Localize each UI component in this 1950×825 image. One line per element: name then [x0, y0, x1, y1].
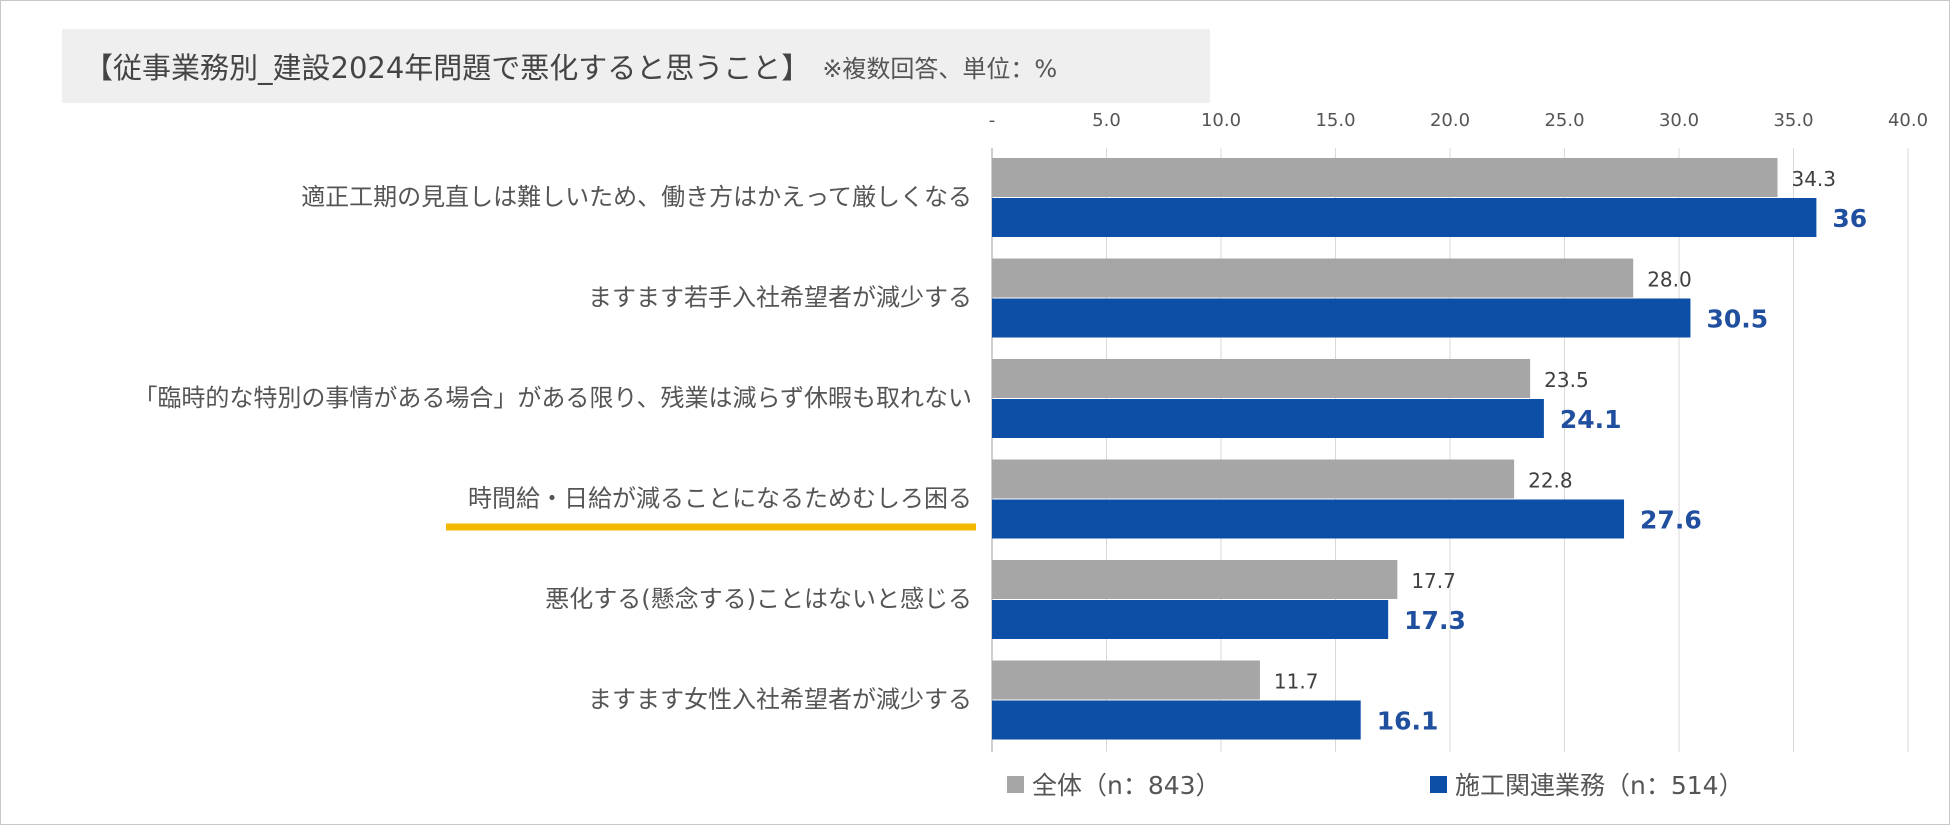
- x-tick-label: 35.0: [1773, 110, 1813, 131]
- bar-all: [992, 560, 1398, 599]
- bar-construction: [992, 298, 1691, 338]
- bar-all: [992, 258, 1634, 298]
- x-tick-label: 15.0: [1315, 110, 1355, 131]
- legend-label-all: 全体（n：843）: [1032, 771, 1221, 800]
- bar-all: [992, 660, 1260, 700]
- bar-construction: [992, 600, 1389, 639]
- title-box: 【従事業務別_建設2024年問題で悪化すると思うこと】 ※複数回答、単位：%: [62, 29, 1210, 103]
- legend-item-all: 全体（n：843）: [1007, 766, 1221, 802]
- x-tick-label: 10.0: [1201, 110, 1241, 131]
- legend-swatch-all: [1007, 775, 1024, 793]
- data-label-construction: 17.3: [1404, 606, 1466, 635]
- bar-all: [992, 359, 1531, 398]
- legend-swatch-construction: [1430, 775, 1447, 793]
- x-tick-label: 25.0: [1544, 110, 1584, 131]
- data-label-all: 34.3: [1791, 167, 1836, 191]
- x-tick-label: -: [989, 110, 996, 131]
- category-label: ますます若手入社希望者が減少する: [588, 284, 972, 312]
- data-label-all: 28.0: [1647, 268, 1692, 292]
- legend-item-construction: 施工関連業務（n：514）: [1430, 766, 1744, 802]
- data-label-construction: 27.6: [1640, 506, 1702, 535]
- bar-construction: [992, 700, 1361, 740]
- legend-label-construction: 施工関連業務（n：514）: [1455, 771, 1744, 800]
- highlight-underline: [446, 523, 976, 531]
- bar-construction: [992, 399, 1544, 438]
- data-label-construction: 24.1: [1560, 405, 1622, 434]
- data-label-all: 23.5: [1544, 368, 1589, 392]
- category-label: 悪化する(懸念する)ことはないと感じる: [545, 585, 972, 613]
- category-label: ますます女性入社希望者が減少する: [588, 686, 972, 714]
- data-label-construction: 30.5: [1706, 305, 1768, 334]
- category-label: 「臨時的な特別の事情がある場合」がある限り、残業は減らず休暇も取れない: [133, 384, 972, 412]
- data-label-all: 17.7: [1411, 569, 1456, 593]
- bar-construction: [992, 198, 1817, 237]
- data-label-construction: 16.1: [1377, 707, 1439, 736]
- data-label-all: 11.7: [1274, 670, 1319, 694]
- bar-construction: [992, 499, 1625, 539]
- x-tick-label: 40.0: [1888, 110, 1928, 131]
- data-label-construction: 36: [1832, 204, 1867, 233]
- data-label-all: 22.8: [1528, 469, 1573, 493]
- chart-title: 【従事業務別_建設2024年問題で悪化すると思うこと】: [84, 51, 811, 85]
- bar-all: [992, 158, 1778, 197]
- x-tick-label: 30.0: [1659, 110, 1699, 131]
- x-tick-label: 20.0: [1430, 110, 1470, 131]
- bar-all: [992, 459, 1515, 499]
- chart-title-note: ※複数回答、単位：%: [822, 54, 1058, 83]
- x-tick-label: 5.0: [1092, 110, 1121, 131]
- category-label: 適正工期の見直しは難しいため、働き方はかえって厳しくなる: [301, 183, 972, 211]
- category-label: 時間給・日給が減ることになるためむしろ困る: [468, 485, 972, 513]
